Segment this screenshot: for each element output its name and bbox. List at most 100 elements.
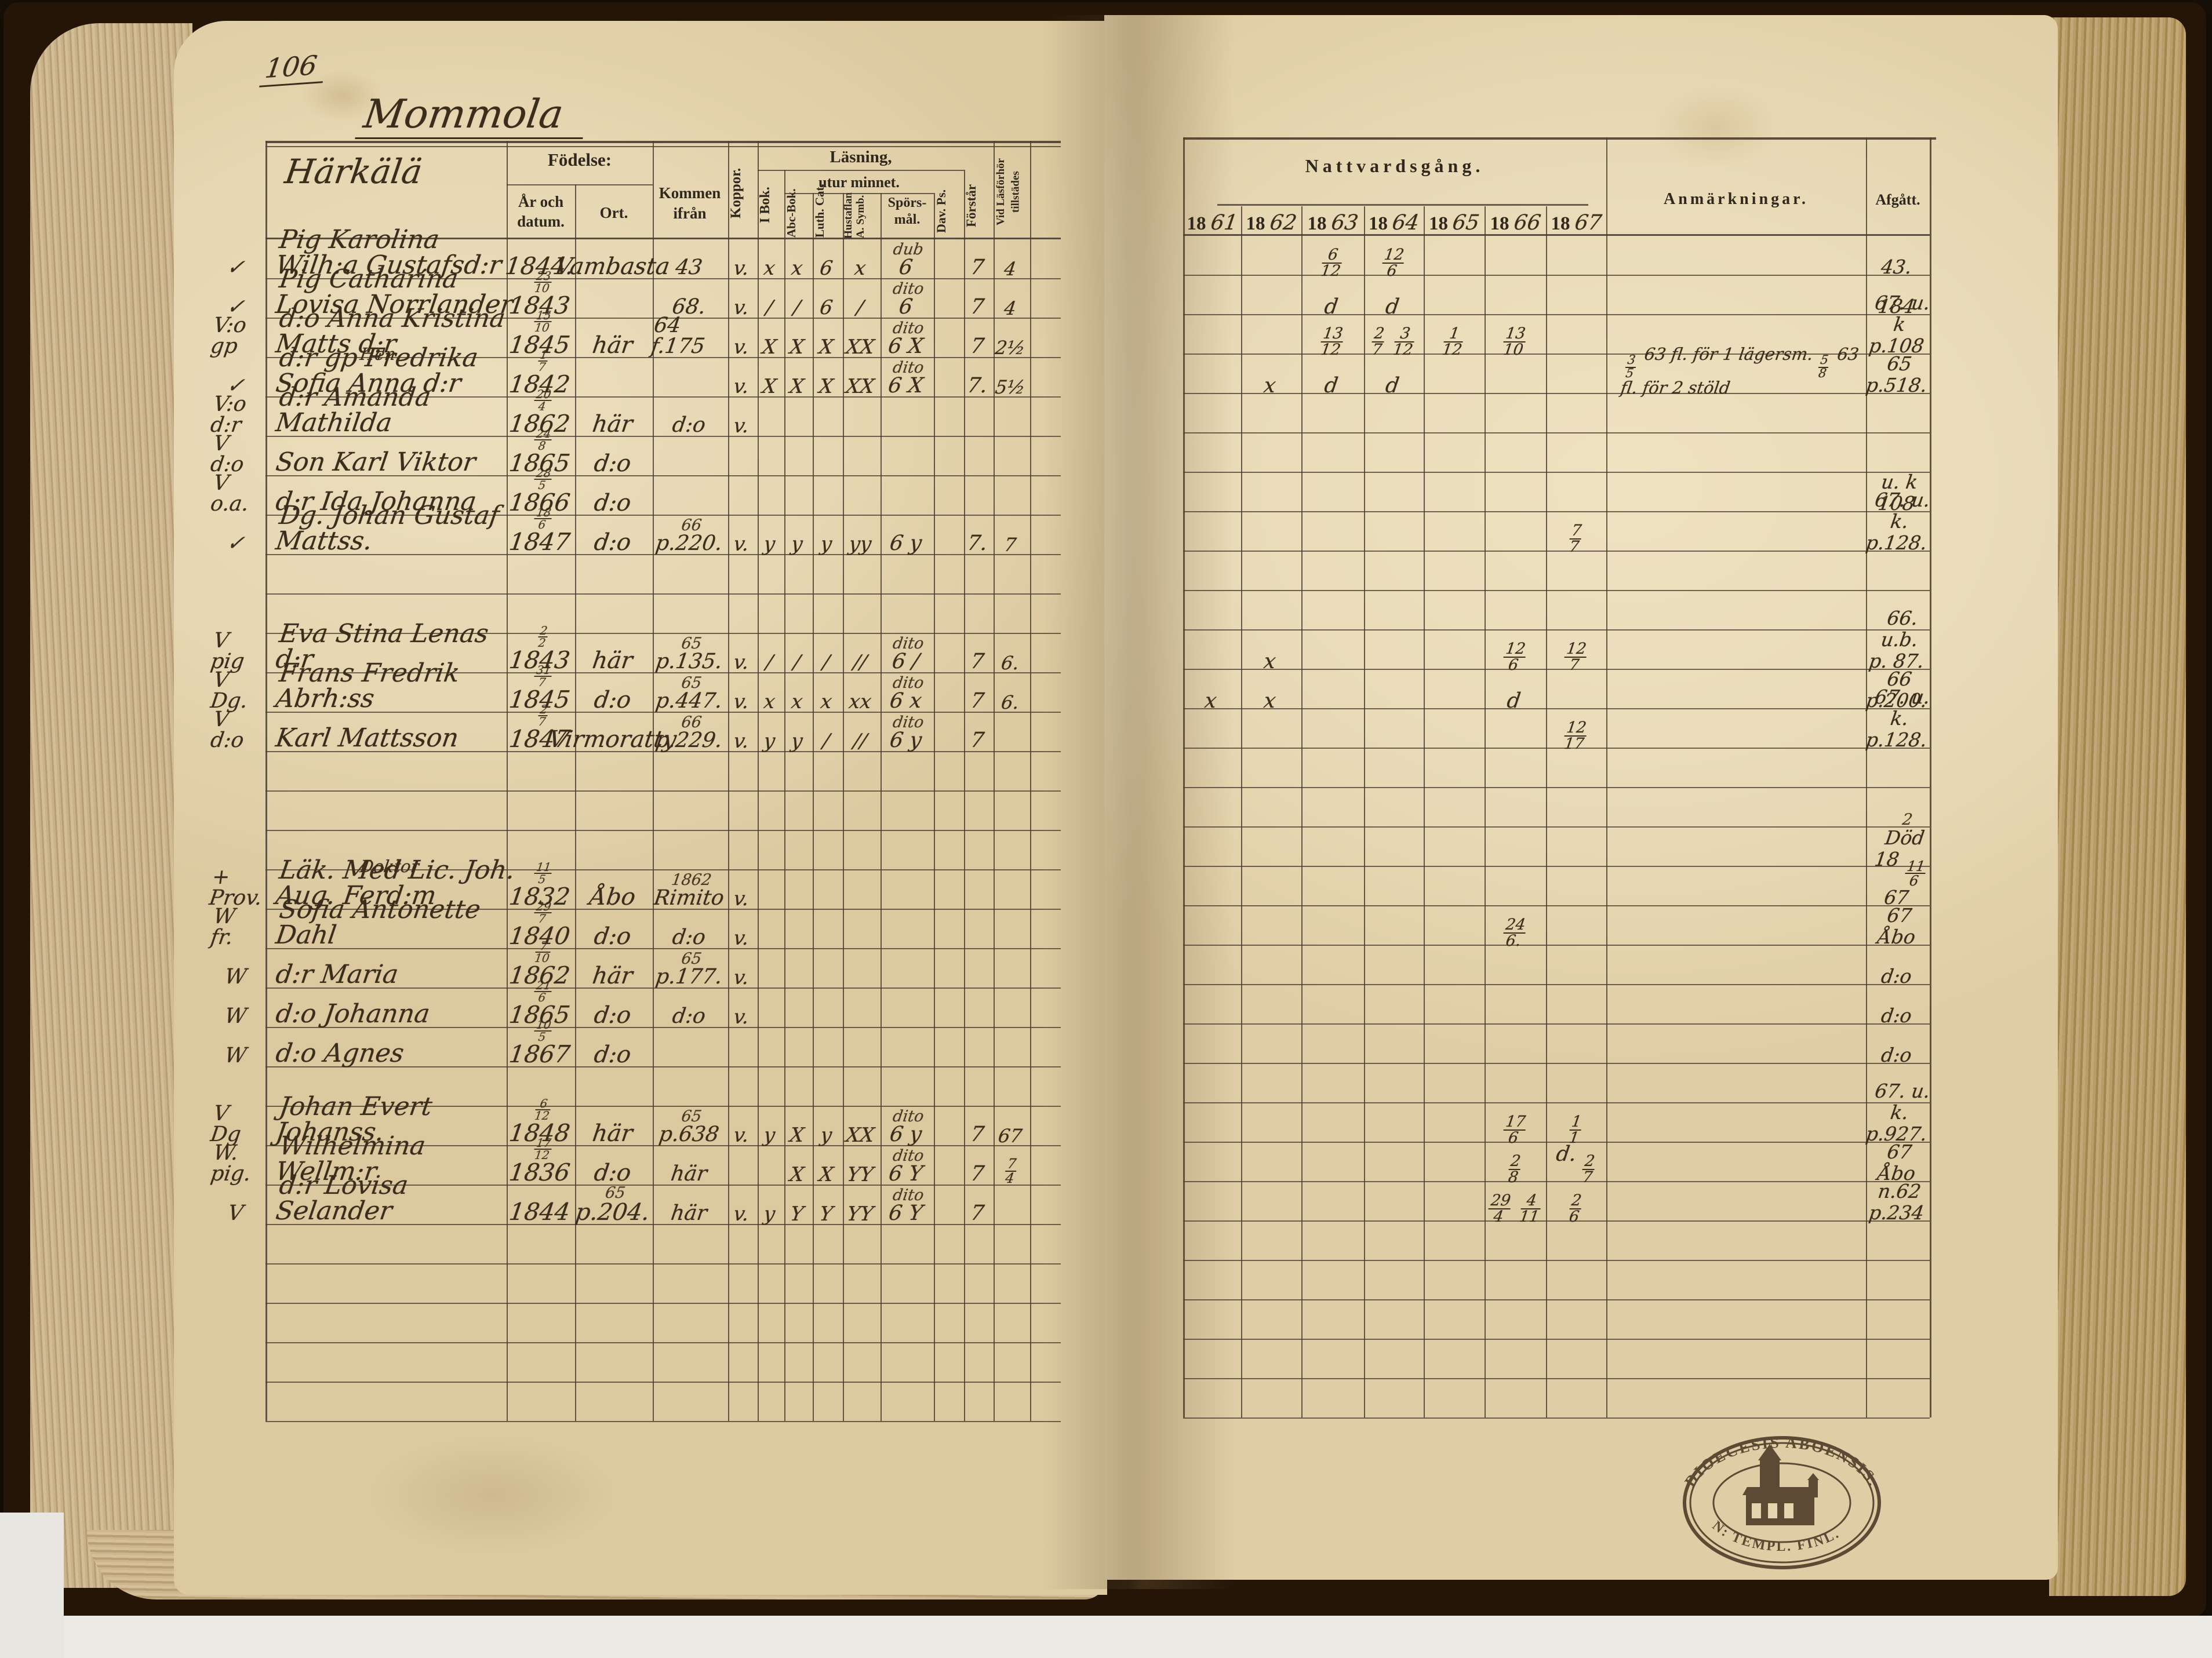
kommen-cell: 66 p.220. (654, 516, 724, 555)
grid-line (1183, 511, 1930, 512)
row-mark: ✓ (225, 295, 246, 319)
grid-line (1606, 137, 1607, 1418)
vidlas-cell: 6. (999, 691, 1021, 713)
row-mark: V Dg. (209, 668, 249, 713)
row-mark: W (223, 1044, 248, 1067)
year-cell: d (1505, 689, 1522, 713)
hustaflan-cell: XX (844, 375, 876, 398)
row-mark: V:o d:r (209, 392, 248, 437)
grid-line (265, 712, 1061, 713)
sporsmal-cell: dito 6 x (888, 674, 925, 713)
afgatt-cell: d:o (1879, 965, 1913, 988)
forstar-cell: 7 (969, 1201, 986, 1225)
row-mark: V Dg (209, 1102, 243, 1146)
grid-line (1301, 206, 1303, 1418)
vidlas-cell: 67 (996, 1125, 1024, 1147)
archive-stamp: DIOECESIS ABOENSIS. N: TEMPL. FINL. (1681, 1434, 1881, 1569)
row-mark: W. pig. (209, 1141, 253, 1186)
year-cell: x (1262, 374, 1278, 398)
sporsmal-cell: 6 y (888, 531, 923, 555)
header-ar-och-datum: År och datum. (517, 193, 565, 230)
birthplace-cell: Åbo (588, 884, 638, 910)
grid-line (265, 475, 1061, 476)
row-mark: V d:o (209, 432, 246, 476)
header-koppor: Koppor. (728, 167, 744, 218)
grid-line (934, 193, 935, 1421)
header-dav-ps: Dav. Ps. (934, 189, 948, 233)
vidlas-cell: 7 (1002, 534, 1018, 556)
header-kommen-ifran: Kommen ifrån (658, 184, 721, 223)
birthplace-cell: d:o (592, 1160, 633, 1186)
birthplace-cell: d:o (592, 923, 633, 950)
kommen-cell: d:o (671, 1004, 707, 1028)
kommen-cell: här (669, 1162, 709, 1186)
vidlas-cell: 4 (1002, 258, 1018, 280)
birth-date-cell: 18 6 1847 (507, 505, 572, 556)
grid-line (784, 193, 934, 194)
year-cell: d (1323, 295, 1340, 319)
year-cell: 12 7 (1564, 640, 1589, 674)
grid-line (1183, 1142, 1930, 1143)
hustaflan-cell: yy (847, 533, 873, 556)
grid-line (265, 633, 1061, 634)
koppor-cell: v. (732, 966, 751, 989)
grid-line (1183, 1181, 1930, 1182)
hustaflan-cell: // (852, 730, 869, 753)
grid-line (1183, 1063, 1930, 1064)
header-luth-cat: Luth. Cat. (813, 184, 827, 238)
row-mark: V o.a. (209, 471, 250, 516)
grid-line (1183, 137, 1185, 1418)
header-year: 18 63 (1307, 211, 1360, 235)
grid-line (575, 184, 576, 1421)
sporsmal-cell: dub 6 (892, 240, 925, 279)
name-cell: d:r Maria (274, 960, 401, 989)
year-cell: 17 6 (1503, 1113, 1528, 1147)
kommen-cell: 65 p.135. (654, 635, 724, 673)
grid-line (265, 869, 1061, 870)
sporsmal-cell: dito 6 (892, 280, 925, 319)
grid-line (265, 357, 1061, 358)
grid-line (265, 1106, 1061, 1107)
header-vid-lasforhor: Vid Läsförhör tillstädes (995, 158, 1022, 225)
header-anmarkningar: Anmärkningar. (1664, 190, 1809, 208)
grid-line (265, 948, 1061, 949)
koppor-cell: v. (732, 887, 751, 910)
kommen-cell: 65 p.177. (654, 950, 724, 989)
sporsmal-cell: dito 6 y (888, 1107, 925, 1146)
grid-line (265, 1027, 1061, 1028)
vidlas-cell: 2½ (994, 337, 1027, 359)
afgatt-cell: 67 Åbo (1876, 904, 1917, 949)
grid-line (1030, 141, 1031, 1421)
grid-line (1183, 905, 1930, 906)
book-gutter (1043, 15, 1235, 1589)
right-page (1104, 15, 2058, 1580)
year-cell: 1 12 (1421, 315, 1487, 359)
header-year: 18 64 (1368, 211, 1421, 235)
section-title: Härkälä (282, 152, 425, 191)
grid-line (1183, 234, 1930, 236)
stamp-text-top: DIOECESIS ABOENSIS. (1681, 1434, 1881, 1490)
header-year: 18 66 (1490, 211, 1542, 235)
header-year: 18 62 (1246, 211, 1298, 235)
grid-line (1217, 204, 1588, 206)
grid-line (1183, 629, 1930, 631)
grid-line (507, 184, 653, 185)
kommen-cell: 65 p.447. (654, 674, 724, 713)
grid-line (1930, 137, 1931, 1418)
grid-line (843, 193, 844, 1421)
table-surface-corner (0, 1513, 64, 1658)
grid-line (1241, 206, 1242, 1418)
vidlas-cell: 4 (1002, 297, 1018, 319)
grid-line (1183, 393, 1930, 394)
grid-line (265, 278, 1061, 279)
grid-line (265, 141, 267, 1421)
grid-line (994, 141, 995, 1421)
header-hustaflan: Hustaflan A. Symb. (842, 192, 867, 239)
afgatt-cell: 67. u. k. p.128. (1864, 489, 1932, 555)
grid-line (265, 1382, 1061, 1383)
afgatt-cell: 65 p.518. (1864, 352, 1929, 397)
vidlas-cell: 5½ (994, 376, 1027, 398)
grid-line (265, 141, 1061, 143)
